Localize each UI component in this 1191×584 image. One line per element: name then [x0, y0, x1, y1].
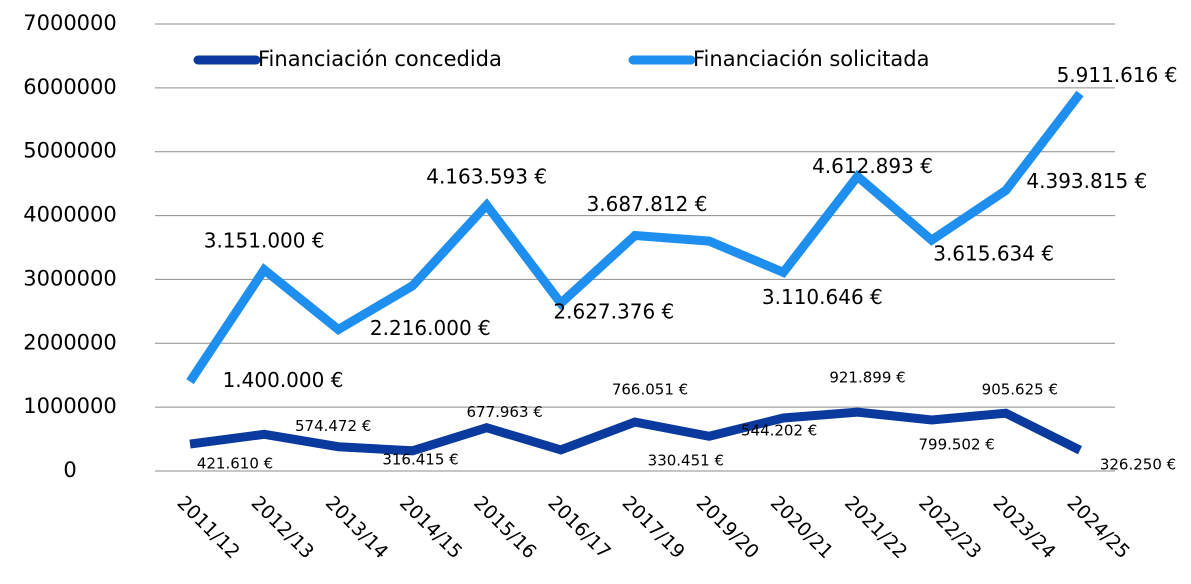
data-label: 2.216.000 € — [370, 316, 491, 340]
data-label: 421.610 € — [197, 455, 273, 473]
y-tick-label: 5000000 — [23, 139, 117, 163]
legend-label: Financiación concedida — [258, 47, 502, 71]
data-label: 3.110.646 € — [762, 285, 883, 309]
x-tick-label: 2012/13 — [247, 492, 318, 563]
data-label: 544.202 € — [741, 422, 817, 440]
x-tick-label: 2019/20 — [692, 492, 763, 563]
data-label: 677.963 € — [466, 403, 542, 421]
data-label: 3.615.634 € — [933, 242, 1054, 266]
x-tick-label: 2016/17 — [543, 492, 614, 563]
x-tick-label: 2023/24 — [988, 492, 1059, 563]
data-label: 4.612.893 € — [812, 154, 933, 178]
series-line — [189, 407, 1083, 456]
y-tick-label: 7000000 — [23, 11, 117, 35]
y-tick-label: 4000000 — [23, 203, 117, 227]
data-label: 905.625 € — [982, 381, 1058, 399]
y-tick-label: 1000000 — [23, 394, 117, 418]
data-label: 2.627.376 € — [553, 300, 674, 324]
data-label: 5.911.616 € — [1057, 63, 1178, 87]
series-line — [186, 90, 1084, 385]
data-label: 1.400.000 € — [223, 368, 344, 392]
legend-label: Financiación solicitada — [693, 47, 929, 71]
x-tick-label: 2015/16 — [469, 492, 540, 563]
data-label: 4.393.815 € — [1026, 169, 1147, 193]
data-label: 3.151.000 € — [204, 228, 325, 252]
x-tick-label: 2021/22 — [840, 492, 911, 563]
data-label: 799.502 € — [918, 435, 994, 453]
x-tick-label: 2014/15 — [395, 492, 466, 563]
data-label: 574.472 € — [295, 417, 371, 435]
x-tick-label: 2022/23 — [914, 492, 985, 563]
data-label: 4.163.593 € — [426, 165, 547, 189]
y-tick-label: 2000000 — [23, 330, 117, 354]
y-tick-label: 6000000 — [23, 75, 117, 99]
y-tick-label: 0 — [63, 458, 76, 482]
x-tick-label: 2013/14 — [321, 492, 392, 563]
x-tick-label: 2024/25 — [1063, 492, 1134, 563]
data-label: 766.051 € — [612, 381, 688, 399]
data-label: 921.899 € — [829, 369, 905, 387]
data-label: 330.451 € — [648, 451, 724, 469]
data-label: 316.415 € — [382, 450, 458, 468]
data-label: 3.687.812 € — [587, 192, 708, 216]
y-tick-label: 3000000 — [23, 266, 117, 290]
data-label: 326.250 € — [1100, 456, 1176, 474]
x-tick-label: 2017/19 — [618, 492, 689, 563]
x-tick-label: 2020/21 — [766, 492, 837, 563]
x-tick-label: 2011/12 — [173, 492, 244, 563]
